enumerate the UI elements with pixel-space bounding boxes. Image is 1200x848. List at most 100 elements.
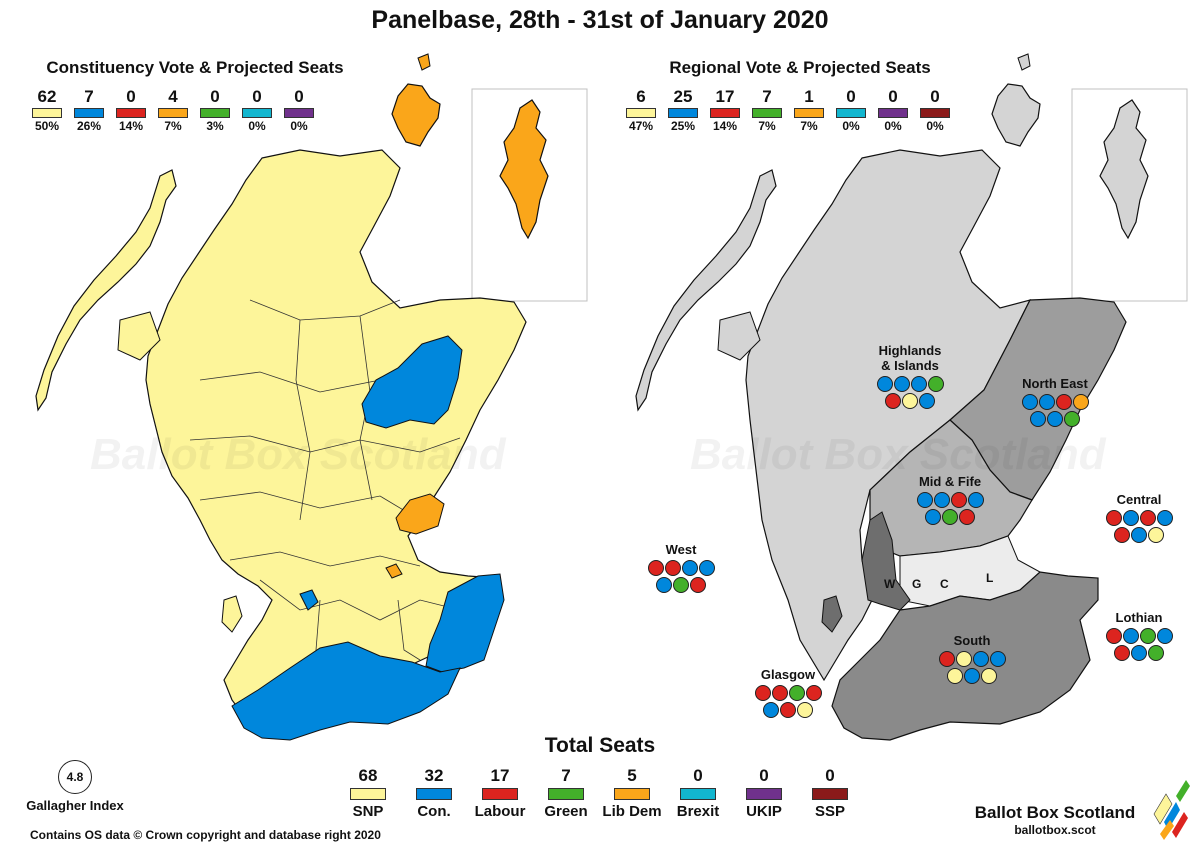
seat-dot	[1122, 510, 1139, 526]
region-north-east	[949, 297, 1127, 501]
seat-dot	[933, 492, 950, 508]
seat-dot	[1156, 628, 1173, 644]
brand-block: Ballot Box Scotland ballotbox.scot	[960, 803, 1150, 837]
seat-dot	[1047, 411, 1063, 427]
isle-of-arran	[221, 595, 243, 633]
constituency-party-2: 0 14%	[110, 88, 152, 133]
seat-count: 0	[252, 87, 262, 106]
shetland-islands	[499, 99, 549, 240]
seat-count: 0	[210, 87, 220, 106]
seat-dot	[964, 668, 980, 684]
party-swatch	[626, 108, 656, 118]
regional-party-4: 1 7%	[788, 88, 830, 133]
vote-share: 47%	[628, 119, 654, 133]
party-swatch	[836, 108, 866, 118]
party-name: Green	[544, 803, 588, 820]
region-dots	[936, 651, 1008, 684]
seat-dot	[656, 577, 672, 593]
regional-party-0: 6 47%	[620, 88, 662, 133]
seat-dot	[955, 651, 972, 667]
seat-dot	[1038, 394, 1055, 410]
seat-dot	[1148, 527, 1164, 543]
seat-count: 0	[846, 87, 856, 106]
region-dots	[874, 376, 946, 409]
regional-map: W G C L	[635, 53, 1188, 741]
party-name: UKIP	[746, 803, 782, 820]
party-swatch	[710, 108, 740, 118]
seat-dot	[1064, 411, 1080, 427]
constituency-party-4: 0 3%	[194, 88, 236, 133]
party-swatch	[794, 108, 824, 118]
seat-dot	[763, 702, 779, 718]
seat-dot	[972, 651, 989, 667]
seat-dot	[1114, 645, 1130, 661]
seat-dot	[690, 577, 706, 593]
total-seat-count: 7	[561, 766, 571, 785]
party-name: Labour	[474, 803, 526, 820]
total-seats-row: 68 SNP 32 Con. 17 Labour 7 Green 5 Lib Dem 0 Brexit…	[335, 766, 863, 821]
vote-share: 0%	[926, 119, 944, 133]
party-swatch	[158, 108, 188, 118]
seat-dot	[673, 577, 689, 593]
seat-dot	[1105, 628, 1122, 644]
region-name: West	[665, 542, 697, 557]
vote-share: 0%	[842, 119, 860, 133]
seat-dot	[647, 560, 664, 576]
total-seats-title: Total Seats	[544, 734, 656, 757]
region-name: North East	[1022, 376, 1088, 391]
region-highlands	[745, 149, 1032, 682]
region-west-block: West	[636, 542, 726, 593]
region-west	[861, 511, 911, 611]
constituency-party-1: 7 26%	[68, 88, 110, 133]
seat-dot	[989, 651, 1006, 667]
vote-share: 14%	[118, 119, 144, 133]
seat-dot	[1139, 510, 1156, 526]
watermark-right: Ballot Box Scotland	[690, 430, 1106, 479]
seat-dot	[780, 702, 796, 718]
region-lothian-block: Lothian	[1094, 610, 1184, 661]
seat-dot	[797, 702, 813, 718]
region-name: Lothian	[1115, 610, 1163, 625]
outer-hebrides	[35, 169, 177, 412]
total-party-3: 7 Green	[533, 766, 599, 821]
regional-party-6: 0 0%	[872, 88, 914, 133]
seat-dot	[805, 685, 822, 701]
region-dots	[1019, 394, 1091, 427]
gallagher-value: 4.8	[58, 760, 92, 794]
seat-dot	[916, 492, 933, 508]
party-swatch	[416, 788, 452, 800]
party-swatch	[878, 108, 908, 118]
seat-count: 62	[37, 87, 57, 106]
region-central-block: Central	[1094, 492, 1184, 543]
page-title: Panelbase, 28th - 31st of January 2020	[371, 6, 829, 34]
seat-dot	[947, 668, 963, 684]
party-name: SNP	[352, 803, 384, 820]
seat-dot	[1131, 527, 1147, 543]
map-letter-c: C	[940, 577, 949, 591]
total-seat-count: 68	[358, 766, 378, 785]
region-north-east-block: North East	[1010, 376, 1100, 427]
party-swatch	[200, 108, 230, 118]
constituency-party-0: 62 50%	[26, 88, 68, 133]
constituency-seats-row: 62 50% 7 26% 0 14% 4 7% 0 3% 0 0% 0 0%	[26, 88, 320, 133]
seat-count: 1	[804, 87, 814, 106]
seat-dot	[876, 376, 893, 392]
region-dots	[1103, 510, 1175, 543]
party-swatch	[812, 788, 848, 800]
constituency-map	[35, 53, 588, 741]
constituency-boundaries	[189, 299, 461, 701]
total-seat-count: 5	[627, 766, 637, 785]
total-party-7: 0 SSP	[797, 766, 863, 821]
party-swatch	[284, 108, 314, 118]
vote-share: 0%	[248, 119, 266, 133]
vote-share: 0%	[290, 119, 308, 133]
con-borders	[425, 573, 505, 673]
regional-party-3: 7 7%	[746, 88, 788, 133]
party-name: Con.	[417, 803, 451, 820]
seat-dot	[927, 376, 944, 392]
vote-share: 7%	[758, 119, 776, 133]
party-swatch	[920, 108, 950, 118]
party-swatch	[482, 788, 518, 800]
seat-dot	[1072, 394, 1089, 410]
seat-dot	[681, 560, 698, 576]
